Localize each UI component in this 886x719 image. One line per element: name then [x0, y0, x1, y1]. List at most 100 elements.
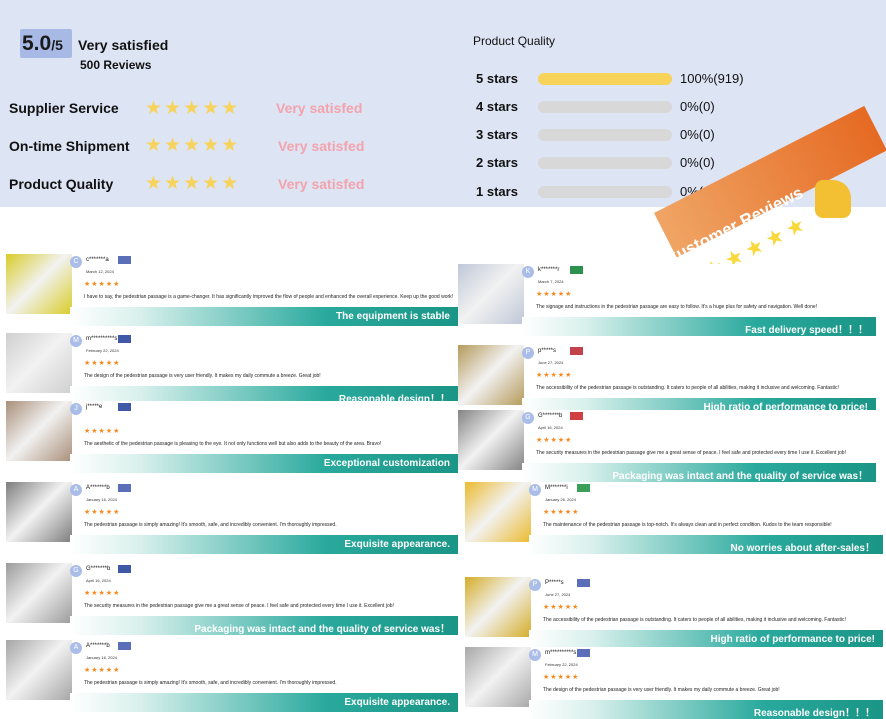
star-level-label: 4 stars — [476, 99, 518, 114]
country-flag-icon — [118, 484, 131, 492]
review-stars: ★★★★★ — [84, 360, 121, 367]
review-text: The security measures in the pedestrian … — [536, 450, 846, 456]
avatar: G — [70, 565, 82, 577]
avatar: A — [70, 642, 82, 654]
rating-bar-fill — [538, 73, 672, 85]
ribbon-label: High ratio of performance to price! — [703, 402, 868, 413]
feedback-ribbon: No worries about after-sales！ — [529, 535, 883, 554]
metric-label: Supplier Service — [9, 100, 119, 116]
review-date: March 7, 2024 — [538, 279, 564, 284]
country-flag-icon — [118, 642, 131, 650]
review-date: June 27, 2024 — [545, 592, 571, 597]
ribbon-label: No worries about after-sales！ — [730, 543, 875, 554]
review-text: The maintenance of the pedestrian passag… — [543, 522, 832, 528]
metric-label: On-time Shipment — [9, 138, 130, 154]
review-stars: ★★★★★ — [536, 372, 573, 379]
avatar: K — [522, 266, 534, 278]
overall-rating: Very satisfied — [78, 37, 169, 53]
star-level-label: 5 stars — [476, 71, 518, 86]
rating-bar — [538, 186, 672, 198]
score: 5.0/5 — [22, 32, 63, 55]
ribbon-label: Packaging was intact and the quality of … — [194, 624, 450, 635]
review-stars: ★★★★★ — [84, 509, 121, 516]
country-flag-icon — [118, 565, 131, 573]
reviewer-name: G*******b — [86, 566, 111, 572]
ribbon-label: The equipment is stable — [336, 311, 450, 322]
country-flag-icon — [570, 266, 583, 274]
review-text: The design of the pedestrian passage is … — [84, 373, 321, 379]
review-text: The signage and instructions in the pede… — [536, 304, 818, 310]
review-text: The accessibility of the pedestrian pass… — [536, 385, 839, 391]
score-badge — [20, 29, 72, 58]
feedback-ribbon: Packaging was intact and the quality of … — [70, 616, 458, 635]
rating-bar — [538, 101, 672, 113]
turnstile-photo — [6, 640, 72, 700]
thumbs-up-icon — [815, 180, 851, 218]
feedback-ribbon: High ratio of performance to price! — [529, 630, 883, 649]
review-count: 500 Reviews — [80, 58, 152, 72]
review-date: February 22, 2024 — [545, 662, 578, 667]
feedback-ribbon: Packaging was intact and the quality of … — [522, 463, 876, 482]
country-flag-icon — [570, 347, 583, 355]
reviewer-name: k*******r — [538, 267, 560, 273]
rating-bar-value: 0%(0) — [680, 99, 715, 114]
feedback-ribbon: Exceptional customization — [70, 454, 458, 473]
review-card: A A*******b January 16, 2024 ★★★★★ The pedes… — [6, 640, 458, 712]
feedback-ribbon: Reasonable design！！！ — [529, 700, 883, 719]
metric-label: Product Quality — [9, 176, 114, 192]
review-stars: ★★★★★ — [543, 509, 580, 516]
reviewer-name: p*****s — [538, 348, 557, 354]
reviewer-name: m**********s — [545, 650, 577, 656]
reviewer-name: m**********s — [86, 336, 118, 342]
avatar: P — [529, 579, 541, 591]
rating-bar-value: 100%(919) — [680, 71, 744, 86]
review-stars: ★★★★★ — [84, 667, 121, 674]
reviewer-name: G*******b — [538, 413, 563, 419]
feedback-ribbon: Fast delivery speed！！！ — [522, 317, 876, 336]
turnstile-photo — [458, 410, 524, 470]
avatar: M — [529, 649, 541, 661]
review-text: The pedestrian passage is simply amazing… — [84, 680, 337, 686]
reviewer-name: j*****e — [86, 404, 103, 410]
review-card: G G*******b April 16, 2024 ★★★★★ The securit… — [458, 410, 876, 482]
avatar: J — [70, 403, 82, 415]
ribbon-label: Packaging was intact and the quality of … — [612, 471, 868, 482]
metric-value: Very satisfed — [278, 176, 365, 192]
rating-summary: 5.0/5 Very satisfied 500 Reviews Supplie… — [0, 0, 886, 207]
avatar: P — [522, 347, 534, 359]
rating-bar-value: 0%(0) — [680, 127, 715, 142]
review-stars: ★★★★★ — [536, 291, 573, 298]
country-flag-icon — [118, 403, 131, 411]
avatar: M — [70, 335, 82, 347]
review-date: February 22, 2024 — [86, 348, 119, 353]
turnstile-photo — [458, 264, 524, 324]
ribbon-label: Exceptional customization — [323, 458, 450, 469]
rating-bar — [538, 73, 672, 85]
turnstile-photo — [6, 254, 72, 314]
review-stars: ★★★★★ — [84, 428, 121, 435]
rating-bar — [538, 157, 672, 169]
ribbon-label: Exquisite appearance. — [344, 539, 450, 550]
review-stars: ★★★★★ — [84, 281, 121, 288]
country-flag-icon — [118, 256, 131, 264]
star-level-label: 3 stars — [476, 127, 518, 142]
star-level-label: 2 stars — [476, 155, 518, 170]
review-stars: ★★★★★ — [84, 590, 121, 597]
breakdown-title: Product Quality — [473, 34, 556, 48]
rating-bar — [538, 129, 672, 141]
review-text: The aesthetic of the pedestrian passage … — [84, 441, 382, 447]
review-text: The design of the pedestrian passage is … — [543, 687, 780, 693]
country-flag-icon — [570, 412, 583, 420]
reviewer-name: c*******a — [86, 257, 109, 263]
metric-value: Very satisfed — [276, 100, 363, 116]
review-text: The accessibility of the pedestrian pass… — [543, 617, 846, 623]
turnstile-photo — [458, 345, 524, 405]
ribbon-label: Reasonable design！！！ — [753, 708, 875, 719]
star-rating: ★★★★★ — [145, 98, 241, 119]
review-text: I have to say, the pedestrian passage is… — [84, 294, 454, 300]
